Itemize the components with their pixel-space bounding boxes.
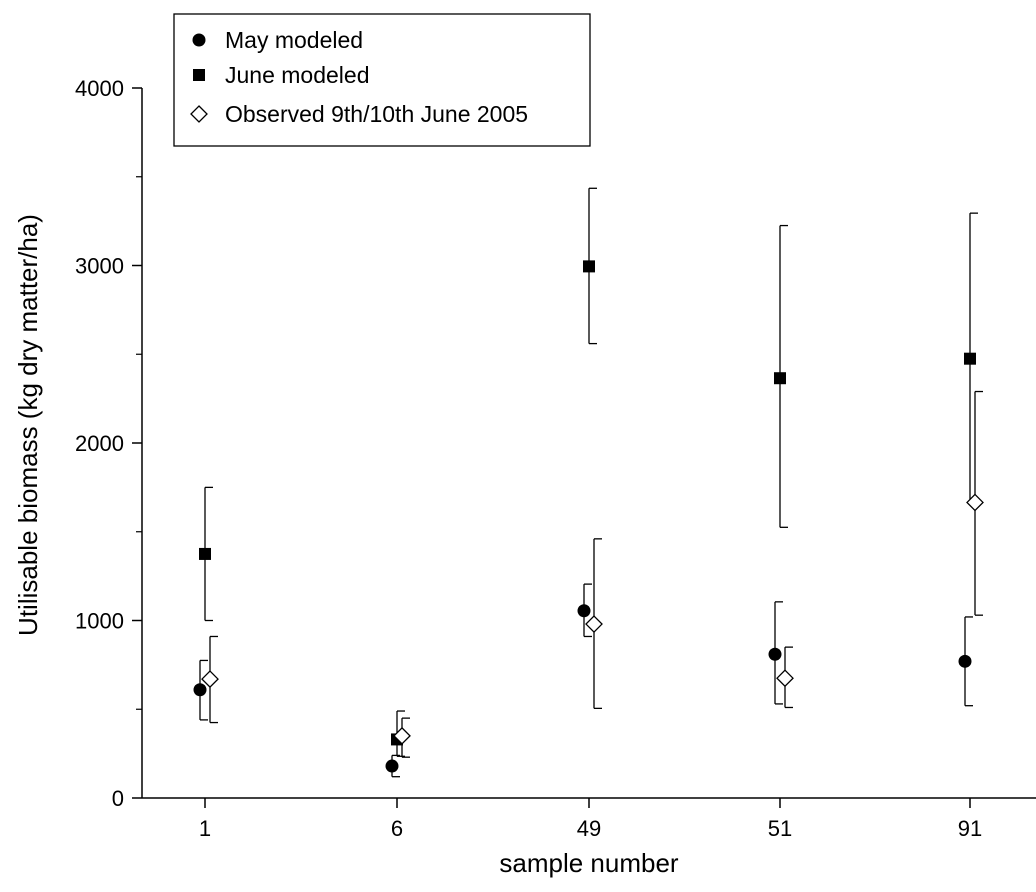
observed-point — [393, 726, 411, 745]
error-bars — [199, 187, 983, 778]
observed-point — [966, 493, 984, 512]
x-tick-label: 91 — [958, 816, 982, 841]
x-axis-title: sample number — [499, 848, 679, 878]
y-axis-title: Utilisable biomass (kg dry matter/ha) — [13, 214, 43, 636]
x-tick-label: 49 — [577, 816, 601, 841]
observed-point — [201, 670, 219, 688]
june-modeled-point — [199, 547, 211, 560]
x-ticks: 1 6 49 51 91 — [199, 798, 982, 841]
june-modeled-point — [583, 260, 595, 273]
june-modeled-point — [774, 372, 786, 385]
y-ticks: 0 1000 2000 3000 4000 — [75, 76, 142, 811]
legend-marker-june-modeled — [193, 69, 205, 81]
may-modeled-point — [768, 647, 782, 661]
legend-label-observed: Observed 9th/10th June 2005 — [225, 101, 528, 127]
legend: May modeled June modeled Observed 9th/10… — [173, 13, 591, 147]
legend-label-june-modeled: June modeled — [225, 62, 370, 88]
legend-label-may-modeled: May modeled — [225, 27, 363, 53]
y-tick-label: 4000 — [75, 76, 124, 101]
observed-point — [585, 615, 603, 633]
data-markers — [193, 260, 984, 773]
y-tick-label: 3000 — [75, 254, 124, 279]
june-modeled-point — [964, 352, 976, 365]
may-modeled-point — [385, 759, 399, 773]
x-tick-label: 6 — [391, 816, 403, 841]
may-modeled-point — [958, 654, 972, 668]
observed-point — [776, 669, 794, 688]
may-modeled-point — [577, 604, 591, 618]
legend-marker-observed — [190, 105, 208, 123]
legend-marker-may-modeled — [192, 33, 206, 47]
y-tick-label: 1000 — [75, 609, 124, 634]
y-tick-label: 0 — [112, 786, 124, 811]
x-tick-label: 51 — [768, 816, 792, 841]
y-tick-label: 2000 — [75, 431, 124, 456]
may-modeled-point — [193, 683, 207, 697]
x-tick-label: 1 — [199, 816, 211, 841]
legend-box — [173, 13, 591, 147]
